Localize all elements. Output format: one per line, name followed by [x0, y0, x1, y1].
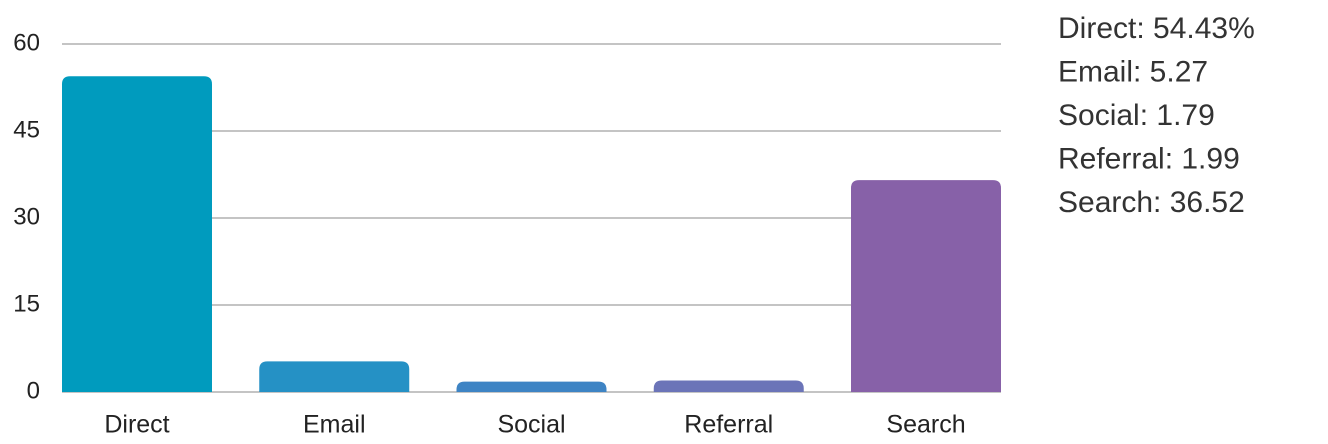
x-tick-label: Social	[497, 411, 565, 439]
y-tick-label: 45	[13, 116, 40, 143]
legend-entry: Social: 1.79	[1058, 99, 1215, 132]
bar	[62, 76, 212, 392]
bar	[653, 380, 804, 392]
x-tick-label: Referral	[684, 411, 773, 439]
legend-entry: Search: 36.52	[1058, 186, 1245, 219]
x-tick-label: Search	[886, 411, 965, 439]
y-tick-label: 60	[13, 29, 40, 56]
legend-entry: Email: 5.27	[1058, 55, 1208, 88]
y-tick-label: 30	[13, 203, 40, 230]
y-tick-label: 0	[27, 377, 40, 404]
x-tick-label: Email	[303, 411, 366, 439]
bar	[456, 381, 607, 392]
x-tick-label: Direct	[104, 411, 169, 439]
bar	[851, 180, 1001, 392]
bar	[259, 361, 410, 392]
legend-entry: Direct: 54.43%	[1058, 12, 1255, 45]
legend-entry: Referral: 1.99	[1058, 142, 1240, 175]
y-tick-label: 15	[13, 290, 40, 317]
